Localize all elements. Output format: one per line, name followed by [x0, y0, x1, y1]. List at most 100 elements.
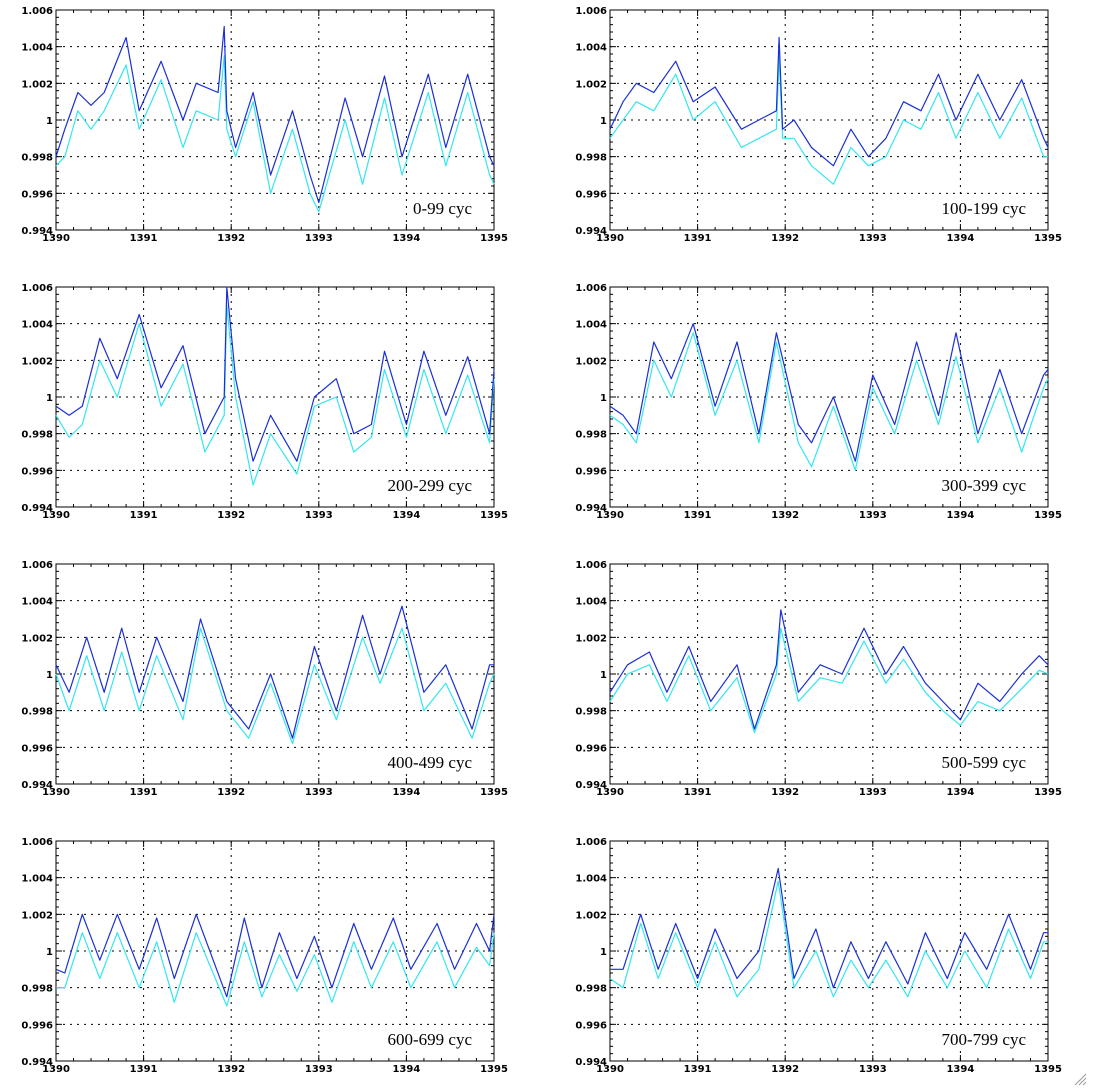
y-tick-label: 0.998 [575, 430, 607, 441]
y-tick-label: 1.006 [21, 560, 53, 571]
panel-label: 500-599 cyc [941, 753, 1026, 772]
x-tick-label: 1394 [946, 233, 974, 244]
y-tick-label: 0.996 [575, 1020, 607, 1031]
y-tick-label: 0.994 [21, 503, 53, 514]
x-tick-label: 1394 [392, 1064, 420, 1075]
panel-label: 700-799 cyc [941, 1030, 1026, 1049]
y-tick-label: 1.006 [575, 560, 607, 571]
panel-label: 0-99 cyc [413, 199, 472, 218]
chart-panel: 0.994 0.996 0.998 1 1.002 1.004 1.006 1390 1391 1… [21, 837, 508, 1075]
y-tick-label: 1 [600, 393, 607, 404]
x-tick-label: 1392 [771, 1064, 799, 1075]
series-line [609, 627, 1049, 734]
series-line [55, 627, 495, 745]
x-tick-label: 1391 [130, 1064, 158, 1075]
panel-label: 400-499 cyc [387, 753, 472, 772]
resize-grip-icon[interactable] [1073, 1072, 1087, 1086]
x-tick-label: 1393 [859, 787, 887, 798]
y-tick-label: 1.004 [21, 874, 53, 885]
series-line [55, 25, 495, 204]
x-tick-label: 1392 [771, 787, 799, 798]
panel-label-box [408, 198, 477, 220]
chart-panel: 0.994 0.996 0.998 1 1.002 1.004 1.006 1390 1391 1… [575, 560, 1062, 798]
y-tick-label: 0.994 [575, 503, 607, 514]
y-tick-label: 1.002 [21, 633, 53, 644]
series-line [55, 913, 495, 998]
y-tick-label: 1.006 [21, 837, 53, 848]
x-tick-label: 1390 [596, 510, 624, 521]
chart-panel: 0.994 0.996 0.998 1 1.002 1.004 1.006 1390 1391 1… [575, 837, 1062, 1075]
x-tick-label: 1394 [392, 787, 420, 798]
y-tick-label: 0.998 [575, 707, 607, 718]
panel-label: 200-299 cyc [387, 476, 472, 495]
y-tick-label: 1 [46, 670, 53, 681]
y-tick-label: 1 [600, 116, 607, 127]
x-tick-label: 1395 [1034, 510, 1062, 521]
y-tick-label: 1 [46, 116, 53, 127]
x-tick-label: 1390 [596, 233, 624, 244]
y-tick-label: 1.002 [575, 633, 607, 644]
x-tick-label: 1390 [42, 510, 70, 521]
x-tick-label: 1395 [1034, 1064, 1062, 1075]
y-tick-label: 0.994 [575, 780, 607, 791]
series-line [55, 55, 495, 213]
y-tick-label: 0.994 [575, 226, 607, 237]
y-tick-label: 1.002 [575, 356, 607, 367]
x-tick-label: 1393 [305, 233, 333, 244]
x-tick-label: 1395 [1034, 233, 1062, 244]
series-line [609, 880, 1048, 998]
panel-label: 600-699 cyc [387, 1030, 472, 1049]
chart-panel: 0.994 0.996 0.998 1 1.002 1.004 1.006 1390 1391 1… [575, 283, 1062, 521]
y-tick-label: 1 [600, 947, 607, 958]
y-tick-label: 1.004 [21, 43, 53, 54]
y-tick-label: 1.004 [575, 597, 607, 608]
y-tick-label: 1.006 [575, 837, 607, 848]
y-tick-label: 0.996 [21, 1020, 53, 1031]
y-tick-label: 1.002 [21, 79, 53, 90]
x-tick-label: 1393 [305, 787, 333, 798]
x-tick-label: 1391 [684, 1064, 712, 1075]
series-line [609, 609, 1049, 730]
x-tick-label: 1390 [596, 1064, 624, 1075]
y-tick-label: 0.998 [21, 430, 53, 441]
series-line [55, 605, 494, 739]
x-tick-label: 1394 [946, 1064, 974, 1075]
y-tick-label: 0.994 [21, 1057, 53, 1068]
x-tick-label: 1395 [1034, 787, 1062, 798]
y-tick-label: 1.002 [575, 79, 607, 90]
x-tick-label: 1391 [130, 510, 158, 521]
x-tick-label: 1394 [392, 233, 420, 244]
panel-label-box [383, 1029, 477, 1051]
y-tick-label: 0.996 [575, 466, 607, 477]
series-line [609, 332, 1049, 471]
x-tick-label: 1391 [684, 787, 712, 798]
series-line [56, 932, 495, 1007]
y-tick-label: 0.996 [21, 466, 53, 477]
chart-panel: 0.994 0.996 0.998 1 1.002 1.004 1.006 1390 1391 1… [21, 283, 508, 521]
x-tick-label: 1391 [130, 787, 158, 798]
chart-panel: 0.994 0.996 0.998 1 1.002 1.004 1.006 1390 1391 1… [21, 6, 508, 244]
x-tick-label: 1393 [859, 510, 887, 521]
y-tick-label: 0.996 [575, 189, 607, 200]
x-tick-label: 1390 [596, 787, 624, 798]
x-tick-label: 1392 [217, 233, 245, 244]
x-tick-label: 1394 [946, 787, 974, 798]
x-tick-label: 1392 [217, 510, 245, 521]
y-tick-label: 0.998 [21, 153, 53, 164]
x-tick-label: 1393 [859, 233, 887, 244]
series-line [609, 36, 1049, 167]
series-line [55, 304, 495, 486]
series-line [609, 323, 1049, 462]
x-tick-label: 1391 [130, 233, 158, 244]
y-tick-label: 0.998 [575, 984, 607, 995]
y-tick-label: 0.998 [21, 707, 53, 718]
panel-label: 100-199 cyc [941, 199, 1026, 218]
y-tick-label: 1 [46, 393, 53, 404]
panel-label: 300-399 cyc [941, 476, 1026, 495]
y-tick-label: 1.006 [575, 6, 607, 17]
chart-panel: 0.994 0.996 0.998 1 1.002 1.004 1.006 1390 1391 1… [21, 560, 508, 798]
y-tick-label: 0.998 [21, 984, 53, 995]
y-tick-label: 0.998 [575, 153, 607, 164]
y-tick-label: 1 [46, 947, 53, 958]
